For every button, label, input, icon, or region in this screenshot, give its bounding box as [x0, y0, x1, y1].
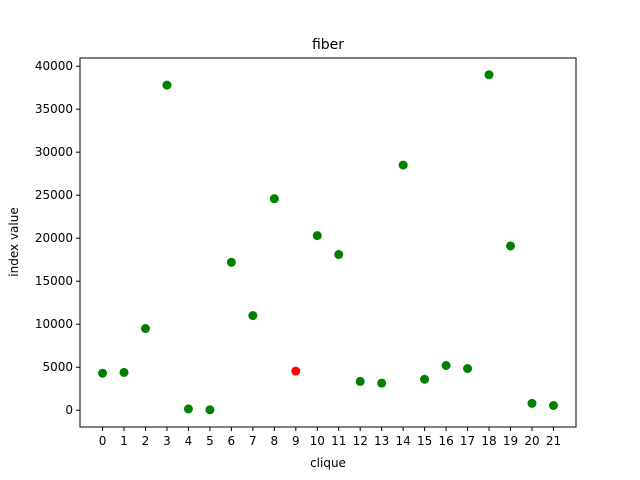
x-tick-label: 8: [271, 434, 279, 448]
x-tick-label: 17: [460, 434, 475, 448]
data-point: [140, 324, 150, 334]
x-axis: 0 1 2 3 4 5 6 7 8 9 10 11 12 13 14 15 16 17 18 19 20 21: [99, 427, 561, 448]
data-point: [355, 376, 365, 386]
y-tick-label: 20000: [35, 231, 73, 245]
chart-title: fiber: [312, 37, 344, 53]
x-tick-label: 12: [353, 434, 368, 448]
x-axis-label: clique: [310, 456, 346, 470]
data-point: [119, 367, 129, 377]
x-tick-label: 7: [249, 434, 257, 448]
data-point: [312, 231, 322, 241]
x-tick-label: 19: [503, 434, 518, 448]
x-tick-label: 14: [396, 434, 411, 448]
y-tick-label: 5000: [42, 360, 73, 374]
x-tick-label: 0: [99, 434, 107, 448]
data-point: [226, 257, 236, 267]
data-point: [269, 194, 279, 204]
data-point: [463, 364, 473, 374]
data-point: [162, 80, 172, 90]
x-tick-label: 9: [292, 434, 300, 448]
x-tick-label: 6: [228, 434, 236, 448]
y-tick-label: 30000: [35, 145, 73, 159]
data-point: [98, 368, 108, 378]
data-point: [548, 400, 558, 410]
y-tick-label: 0: [65, 403, 73, 417]
y-tick-label: 25000: [35, 188, 73, 202]
data-point: [527, 398, 537, 408]
x-tick-label: 15: [417, 434, 432, 448]
x-tick-label: 20: [524, 434, 539, 448]
data-point: [334, 250, 344, 260]
y-tick-label: 10000: [35, 317, 73, 331]
x-tick-label: 5: [206, 434, 214, 448]
data-point: [398, 160, 408, 170]
x-tick-label: 1: [120, 434, 128, 448]
x-tick-label: 3: [163, 434, 171, 448]
x-tick-label: 11: [331, 434, 346, 448]
data-point: [484, 70, 494, 80]
x-tick-label: 10: [310, 434, 325, 448]
plot-frame: [79, 57, 577, 428]
x-tick-label: 18: [481, 434, 496, 448]
data-point: [441, 361, 451, 370]
data-point: [248, 311, 258, 321]
data-point: [291, 366, 301, 376]
y-tick-label: 35000: [35, 102, 73, 116]
x-tick-label: 16: [438, 434, 453, 448]
y-axis: 0 5000 10000 15000 20000 25000 30000 35000 40000: [35, 59, 80, 417]
x-tick-label: 21: [546, 434, 561, 448]
x-tick-label: 2: [142, 434, 150, 448]
data-point: [183, 404, 193, 414]
x-tick-label: 4: [185, 434, 193, 448]
data-points: [98, 70, 558, 415]
data-point: [420, 374, 430, 384]
data-point: [205, 405, 215, 415]
y-tick-label: 40000: [35, 59, 73, 73]
data-point: [377, 378, 387, 388]
y-tick-label: 15000: [35, 274, 73, 288]
data-point: [506, 241, 516, 251]
x-tick-label: 13: [374, 434, 389, 448]
y-axis-label: index value: [7, 207, 21, 276]
